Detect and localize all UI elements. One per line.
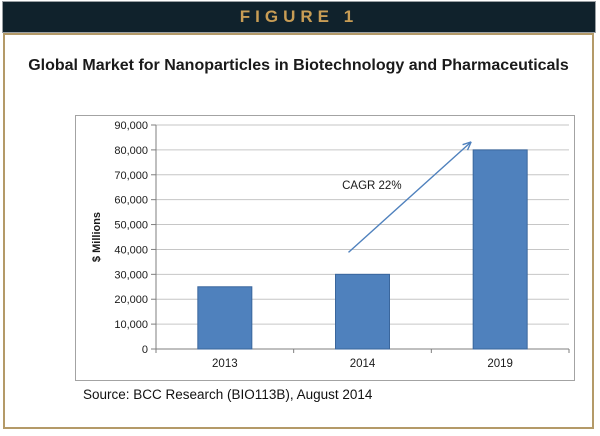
bar-chart: 0 10,000 20,000 30,000 40,000 50,000 60,000 70,… — [91, 120, 570, 370]
y-tick-label: 10,000 — [114, 319, 148, 331]
y-tick-label: 30,000 — [114, 269, 148, 281]
y-tick-label: 50,000 — [114, 220, 148, 232]
bar-2013 — [197, 286, 253, 350]
figure-header-label: FIGURE 1 — [239, 7, 359, 26]
bar-2014 — [335, 273, 390, 350]
chart-title: Global Market for Nanoparticles in Biote… — [28, 57, 569, 74]
figure-frame: Global Market for Nanoparticles in Biote… — [3, 33, 594, 429]
source-note: Source: BCC Research (BIO113B), August 2… — [83, 387, 373, 402]
bar-2019 — [472, 149, 528, 350]
chart-area: 0 10,000 20,000 30,000 40,000 50,000 60,000 70,… — [75, 115, 575, 381]
cagr-annotation: CAGR 22% — [342, 180, 401, 192]
y-tick-label: 20,000 — [114, 294, 148, 306]
y-tick-label: 60,000 — [114, 195, 148, 207]
cagr-arrowhead — [462, 141, 472, 146]
y-tick-label: 70,000 — [114, 170, 148, 182]
y-tick-label: 40,000 — [114, 244, 148, 256]
y-tick-label: 0 — [142, 344, 148, 356]
y-axis-title: $ Millions — [91, 212, 103, 262]
figure-header: FIGURE 1 — [2, 1, 596, 33]
x-tick-label: 2013 — [212, 358, 238, 370]
y-tick-label: 90,000 — [114, 120, 148, 132]
cagr-arrow — [348, 141, 472, 253]
cagr-arrowhead — [466, 141, 472, 151]
x-tick-label: 2014 — [350, 358, 376, 370]
y-tick-label: 80,000 — [114, 145, 148, 157]
x-tick-label: 2019 — [487, 358, 513, 370]
